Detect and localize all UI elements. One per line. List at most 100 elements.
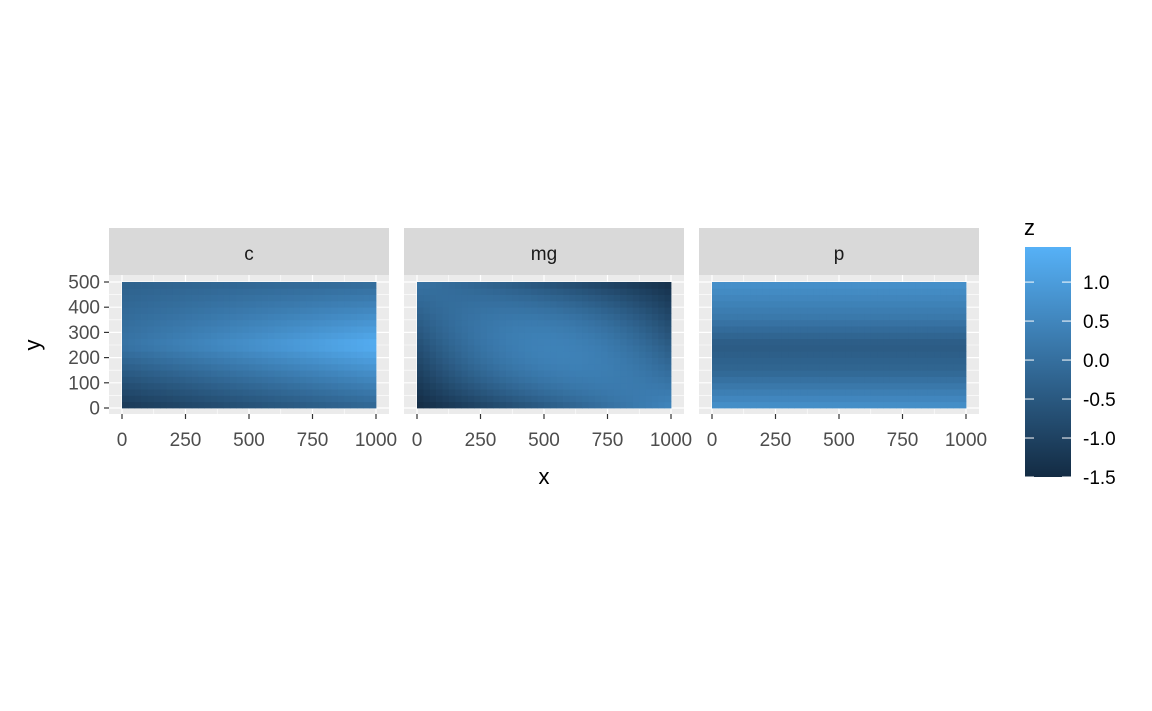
heatmap-cell [325, 370, 332, 377]
heatmap-cell [512, 282, 519, 289]
heatmap-cell [429, 300, 437, 308]
heatmap-cell [601, 357, 608, 365]
heatmap-cell [318, 319, 326, 327]
heatmap-cell [550, 382, 558, 390]
heatmap-cell [959, 351, 967, 358]
heatmap-cell [626, 288, 634, 295]
heatmap-cell [229, 319, 237, 327]
heatmap-cell [826, 351, 834, 358]
heatmap-cell [363, 307, 371, 314]
heatmap-cell [607, 370, 615, 377]
heatmap-cell [141, 389, 148, 396]
heatmap-cell [524, 382, 532, 390]
color-legend: z 1.00.50.0-0.5-1.0-1.5 [1024, 215, 1116, 489]
heatmap-cell [217, 294, 224, 302]
heatmap-cell [839, 294, 846, 302]
heatmap-cell [781, 395, 789, 403]
heatmap-cell [569, 395, 577, 403]
heatmap-cell [632, 351, 640, 358]
heatmap-cell [658, 282, 666, 289]
heatmap-cell [147, 370, 155, 377]
heatmap-cell [179, 382, 186, 390]
heatmap-cell [645, 382, 653, 390]
heatmap-cell [531, 282, 539, 289]
heatmap-cell [556, 370, 564, 377]
heatmap-cell [626, 351, 634, 358]
heatmap-cell [350, 363, 358, 371]
heatmap-cell [350, 351, 358, 358]
heatmap-cell [794, 307, 802, 314]
heatmap-cell [851, 401, 859, 409]
heatmap-cell [575, 401, 583, 409]
heatmap-cell [718, 382, 726, 390]
heatmap-cell [480, 288, 488, 295]
heatmap-cell [185, 338, 193, 346]
heatmap-cell [927, 313, 935, 321]
heatmap-cell [486, 351, 494, 358]
heatmap-cell [337, 313, 345, 321]
heatmap-cell [569, 326, 577, 333]
heatmap-cell [731, 307, 738, 314]
heatmap-cell [448, 370, 456, 377]
heatmap-cell [915, 401, 922, 409]
heatmap-cell [229, 326, 237, 333]
heatmap-cell [350, 338, 358, 346]
heatmap-cell [455, 307, 462, 314]
heatmap-cell [819, 389, 827, 396]
heatmap-cell [223, 382, 231, 390]
heatmap-cell [737, 351, 745, 358]
heatmap-cell [889, 382, 897, 390]
heatmap-cell [959, 345, 967, 352]
heatmap-cell [499, 389, 507, 396]
heatmap-cell [569, 357, 577, 365]
heatmap-cell [658, 300, 666, 308]
heatmap-cell [306, 294, 313, 302]
heatmap-cell [448, 382, 456, 390]
heatmap-cell [280, 307, 288, 314]
heatmap-cell [839, 326, 846, 333]
heatmap-cell [921, 395, 929, 403]
heatmap-cell [191, 370, 199, 377]
heatmap-cell [832, 363, 840, 371]
heatmap-cell [902, 382, 910, 390]
heatmap-cell [544, 376, 551, 384]
heatmap-cell [550, 300, 558, 308]
heatmap-cell [518, 326, 526, 333]
heatmap-cell [429, 357, 437, 365]
heatmap-cell [537, 332, 545, 340]
heatmap-cell [344, 300, 351, 308]
heatmap-cell [613, 395, 621, 403]
heatmap-cell [896, 313, 903, 321]
heatmap-cell [921, 363, 929, 371]
heatmap-cell [429, 319, 437, 327]
heatmap-cell [166, 401, 174, 409]
heatmap-cell [620, 332, 627, 340]
heatmap-cell [896, 307, 903, 314]
heatmap-cell [474, 401, 481, 409]
heatmap-cell [261, 376, 269, 384]
heatmap-cell [645, 313, 653, 321]
heatmap-cell [877, 307, 884, 314]
heatmap-cell [337, 357, 345, 365]
heatmap-cell [179, 282, 186, 289]
heatmap-cell [826, 338, 834, 346]
heatmap-cell [312, 326, 320, 333]
heatmap-cell [306, 376, 313, 384]
heatmap-cell [242, 376, 250, 384]
heatmap-cell [261, 288, 269, 295]
heatmap-cell [306, 300, 313, 308]
heatmap-cell [864, 326, 872, 333]
heatmap-cell [743, 382, 751, 390]
heatmap-cell [287, 351, 294, 358]
heatmap-cell [632, 332, 640, 340]
heatmap-cell [134, 282, 142, 289]
heatmap-cell [645, 345, 653, 352]
heatmap-cell [524, 351, 532, 358]
heatmap-cell [915, 326, 922, 333]
heatmap-cell [280, 300, 288, 308]
heatmap-cell [417, 338, 424, 346]
heatmap-cell [826, 300, 834, 308]
heatmap-cell [594, 370, 602, 377]
heatmap-cell [563, 288, 570, 295]
heatmap-cell [839, 363, 846, 371]
